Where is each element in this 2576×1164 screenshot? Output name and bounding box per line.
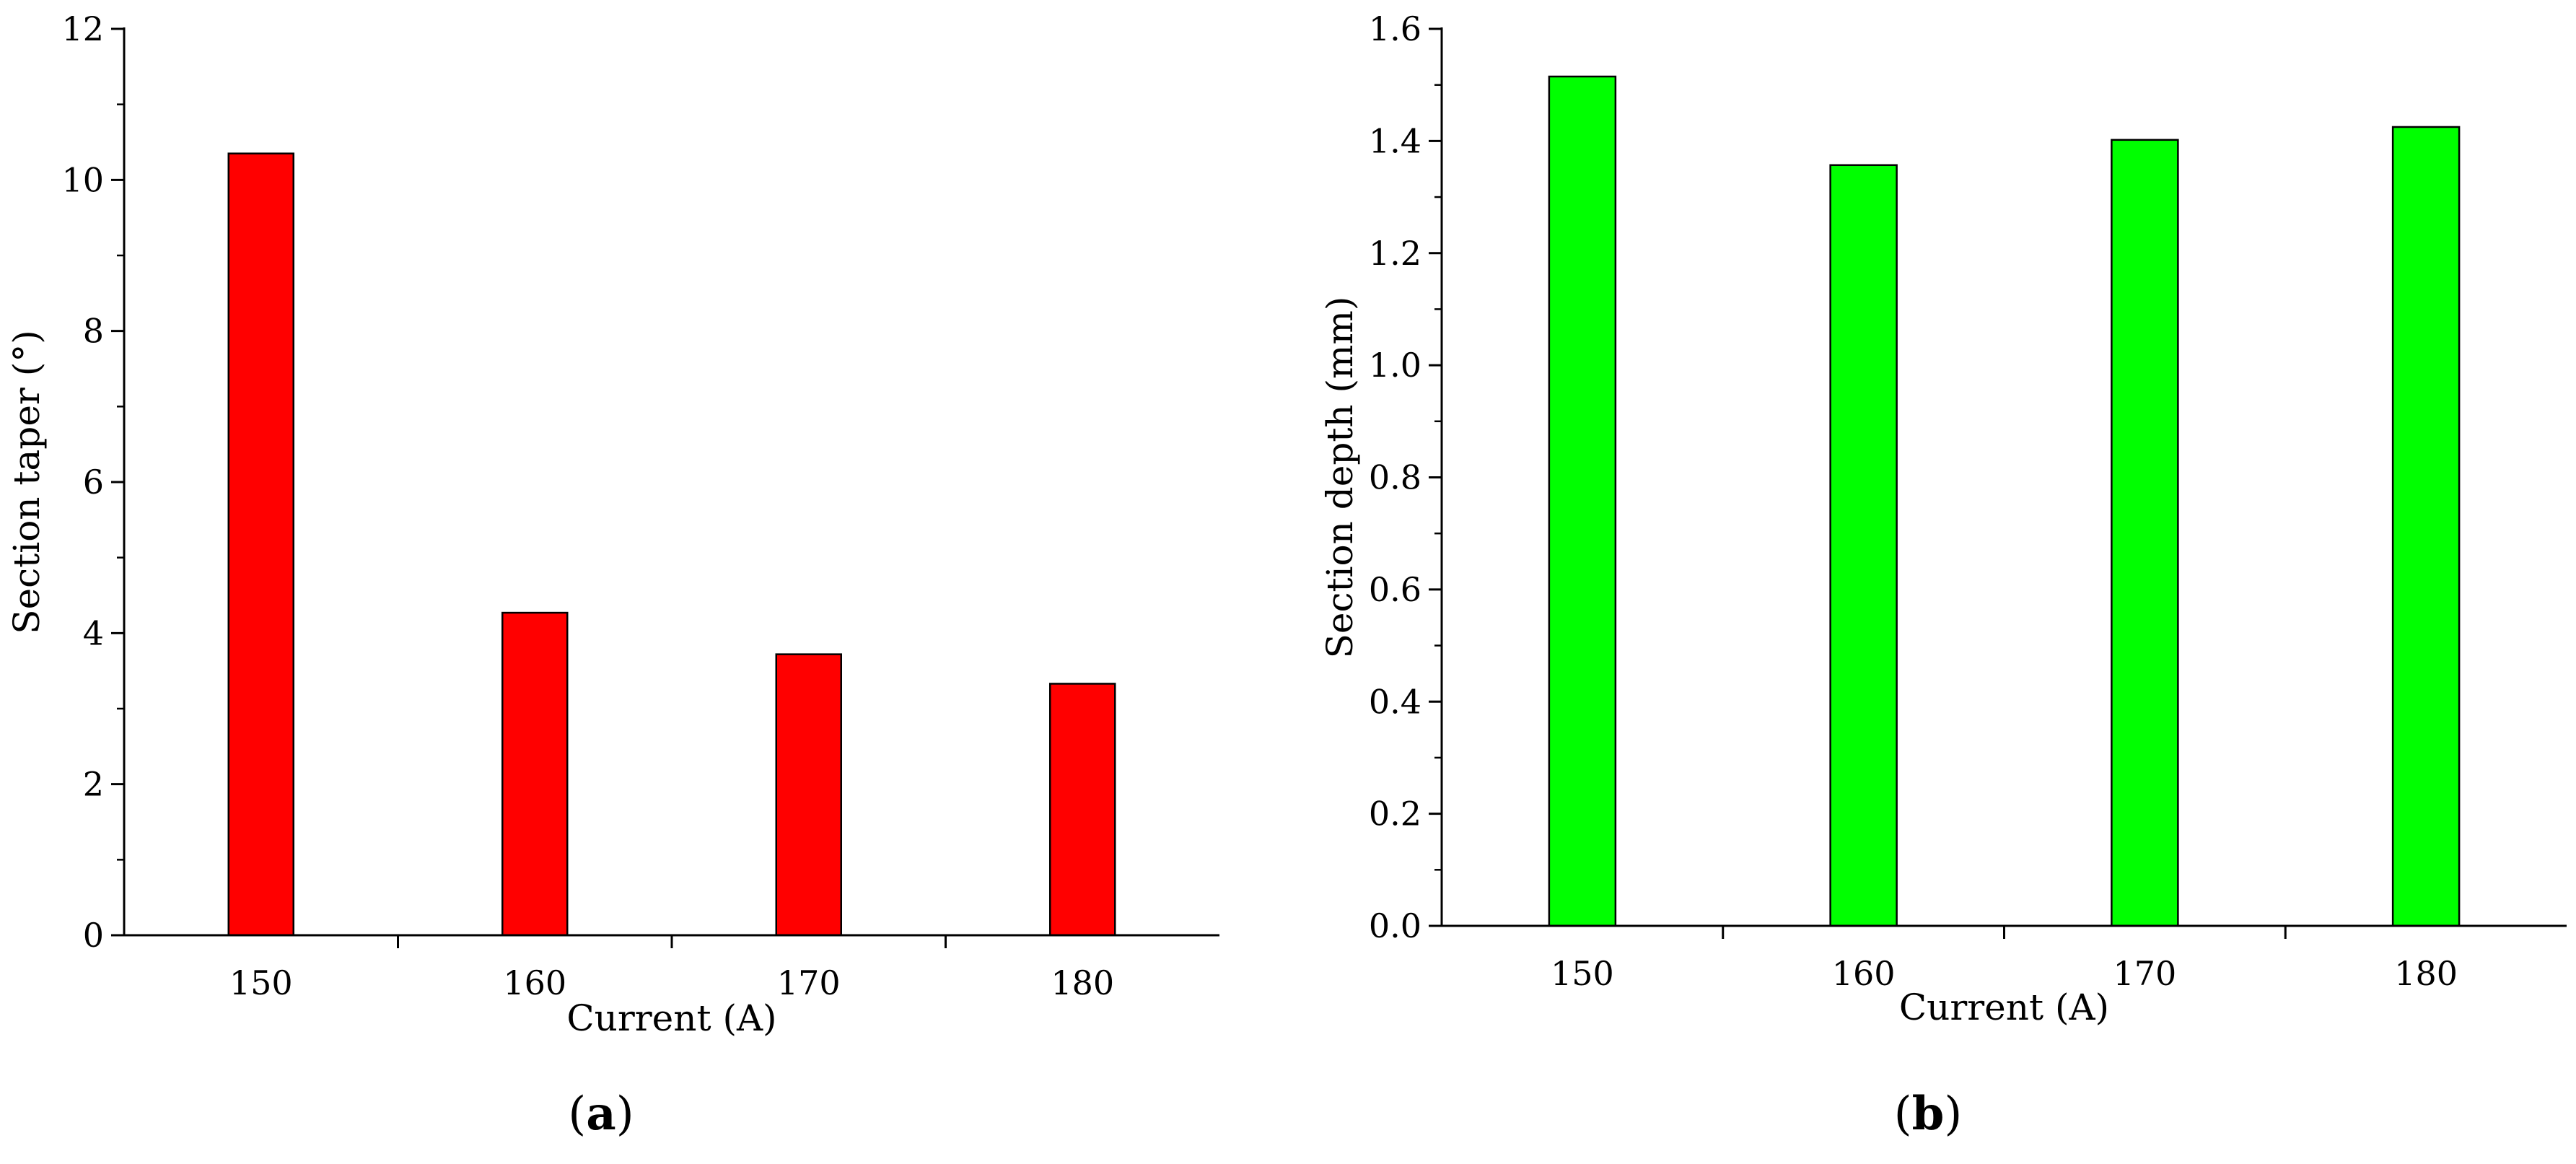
- y-tick-label-a-4: 4: [83, 613, 104, 652]
- chart-b: 0.0 0.2 0.4 0.6 0.8 1.0 1.2 1.4 1.6 150 160 170 180 C…: [1319, 9, 2567, 1028]
- x-tick-label-a-160: 160: [503, 963, 566, 1002]
- x-tick-label-a-170: 170: [777, 963, 841, 1002]
- y-axis-title-b: Section depth (mm): [1319, 297, 1361, 659]
- bar-a-180: [1049, 683, 1116, 937]
- y-tick-label-a-10: 10: [61, 160, 104, 199]
- y-tick-label-b-0.0: 0.0: [1369, 906, 1421, 945]
- bar-b-180: [2391, 126, 2461, 927]
- y-tick-label-b-1.0: 1.0: [1369, 346, 1421, 385]
- x-tick-label-b-180: 180: [2394, 954, 2458, 993]
- chart-a: 0 2 4 6 8 10 12 150 160 170 180 Current (A) Section …: [6, 9, 1219, 1039]
- y-tick-label-b-1.4: 1.4: [1369, 121, 1421, 160]
- bar-b-150: [1548, 75, 1617, 927]
- panel-label-b: (b): [1894, 1087, 1963, 1141]
- y-tick-label-a-8: 8: [83, 312, 104, 351]
- bar-b-170: [2111, 139, 2179, 927]
- x-tick-label-b-150: 150: [1551, 954, 1614, 993]
- y-tick-label-a-6: 6: [83, 463, 104, 502]
- x-tick-label-b-160: 160: [1832, 954, 1896, 993]
- y-axis-title-a: Section taper (°): [6, 330, 48, 634]
- x-tick-label-a-180: 180: [1051, 963, 1114, 1002]
- y-tick-label-a-2: 2: [83, 765, 104, 804]
- panel-label-a: (a): [568, 1087, 634, 1141]
- x-tick-label-b-170: 170: [2113, 954, 2176, 993]
- y-tick-label-b-1.6: 1.6: [1369, 9, 1421, 48]
- x-axis-title-b: Current (A): [1899, 986, 2109, 1028]
- panel-label-b-letter: b: [1912, 1087, 1945, 1141]
- bar-a-170: [775, 653, 842, 937]
- bar-a-150: [227, 152, 294, 937]
- bar-b-160: [1829, 164, 1898, 927]
- x-tick-label-a-150: 150: [229, 963, 293, 1002]
- panel-label-a-letter: a: [586, 1087, 615, 1141]
- y-tick-label-b-0.4: 0.4: [1369, 682, 1421, 721]
- y-tick-label-a-0: 0: [83, 916, 104, 955]
- y-tick-label-b-0.6: 0.6: [1369, 570, 1421, 609]
- x-axis-title-a: Current (A): [566, 997, 776, 1039]
- y-tick-label-b-0.8: 0.8: [1369, 458, 1421, 497]
- y-tick-label-b-1.2: 1.2: [1369, 234, 1421, 273]
- bar-a-160: [501, 611, 569, 937]
- y-tick-label-b-0.2: 0.2: [1369, 795, 1421, 833]
- y-tick-label-a-12: 12: [61, 9, 104, 48]
